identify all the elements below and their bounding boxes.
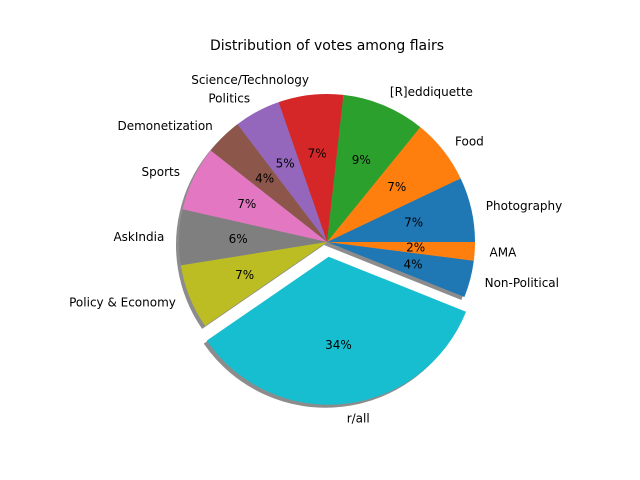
label-ama: AMA bbox=[490, 245, 518, 259]
slice-demonetization bbox=[210, 124, 327, 242]
pct-policy-economy: 7% bbox=[235, 268, 254, 282]
shadow-non-political bbox=[324, 245, 471, 301]
pct-askindia: 6% bbox=[229, 232, 248, 246]
label-photography: Photography bbox=[486, 199, 562, 213]
label-r-eddiquette: [R]eddiquette bbox=[390, 85, 473, 99]
label-politics: Politics bbox=[208, 92, 250, 106]
slice-sports bbox=[182, 150, 327, 242]
slice-science-technology bbox=[278, 93, 344, 242]
label-demonetization: Demonetization bbox=[117, 119, 212, 133]
pct-sports: 7% bbox=[237, 197, 256, 211]
slice-photography bbox=[327, 178, 475, 242]
slice-labels: Photography Food [R]eddiquette Science/Tech… bbox=[69, 73, 562, 425]
pct-science-technology: 7% bbox=[308, 147, 327, 161]
slice-politics bbox=[237, 102, 327, 242]
pct-food: 7% bbox=[387, 180, 406, 194]
pct-ama: 2% bbox=[406, 241, 425, 255]
slice-r-all bbox=[206, 256, 467, 405]
label-askindia: AskIndia bbox=[113, 230, 164, 244]
label-r-all: r/all bbox=[347, 412, 370, 426]
pct-photography: 7% bbox=[404, 215, 423, 229]
pie-slices bbox=[179, 93, 476, 405]
pct-r-eddiquette: 9% bbox=[352, 153, 371, 167]
pct-demonetization: 4% bbox=[255, 172, 274, 186]
label-food: Food bbox=[455, 134, 484, 148]
slice-policy-economy bbox=[180, 242, 327, 326]
pct-politics: 5% bbox=[276, 157, 295, 171]
label-policy-economy: Policy & Economy bbox=[69, 296, 176, 310]
label-non-political: Non-Political bbox=[485, 276, 559, 290]
chart-title: Distribution of votes among flairs bbox=[210, 38, 444, 54]
pct-r-all: 34% bbox=[325, 338, 352, 352]
label-science-technology: Science/Technology bbox=[191, 73, 309, 87]
slice-food bbox=[327, 127, 461, 242]
slice-percent-labels: 7%7%9%7%5%4%7%6%7%34%4%2% bbox=[229, 147, 425, 352]
slice-askindia bbox=[179, 209, 327, 266]
slice-r-eddiquette bbox=[327, 94, 421, 242]
pct-non-political: 4% bbox=[403, 257, 422, 271]
slice-ama bbox=[327, 242, 476, 261]
slice-non-political bbox=[327, 242, 474, 298]
label-sports: Sports bbox=[142, 165, 180, 179]
